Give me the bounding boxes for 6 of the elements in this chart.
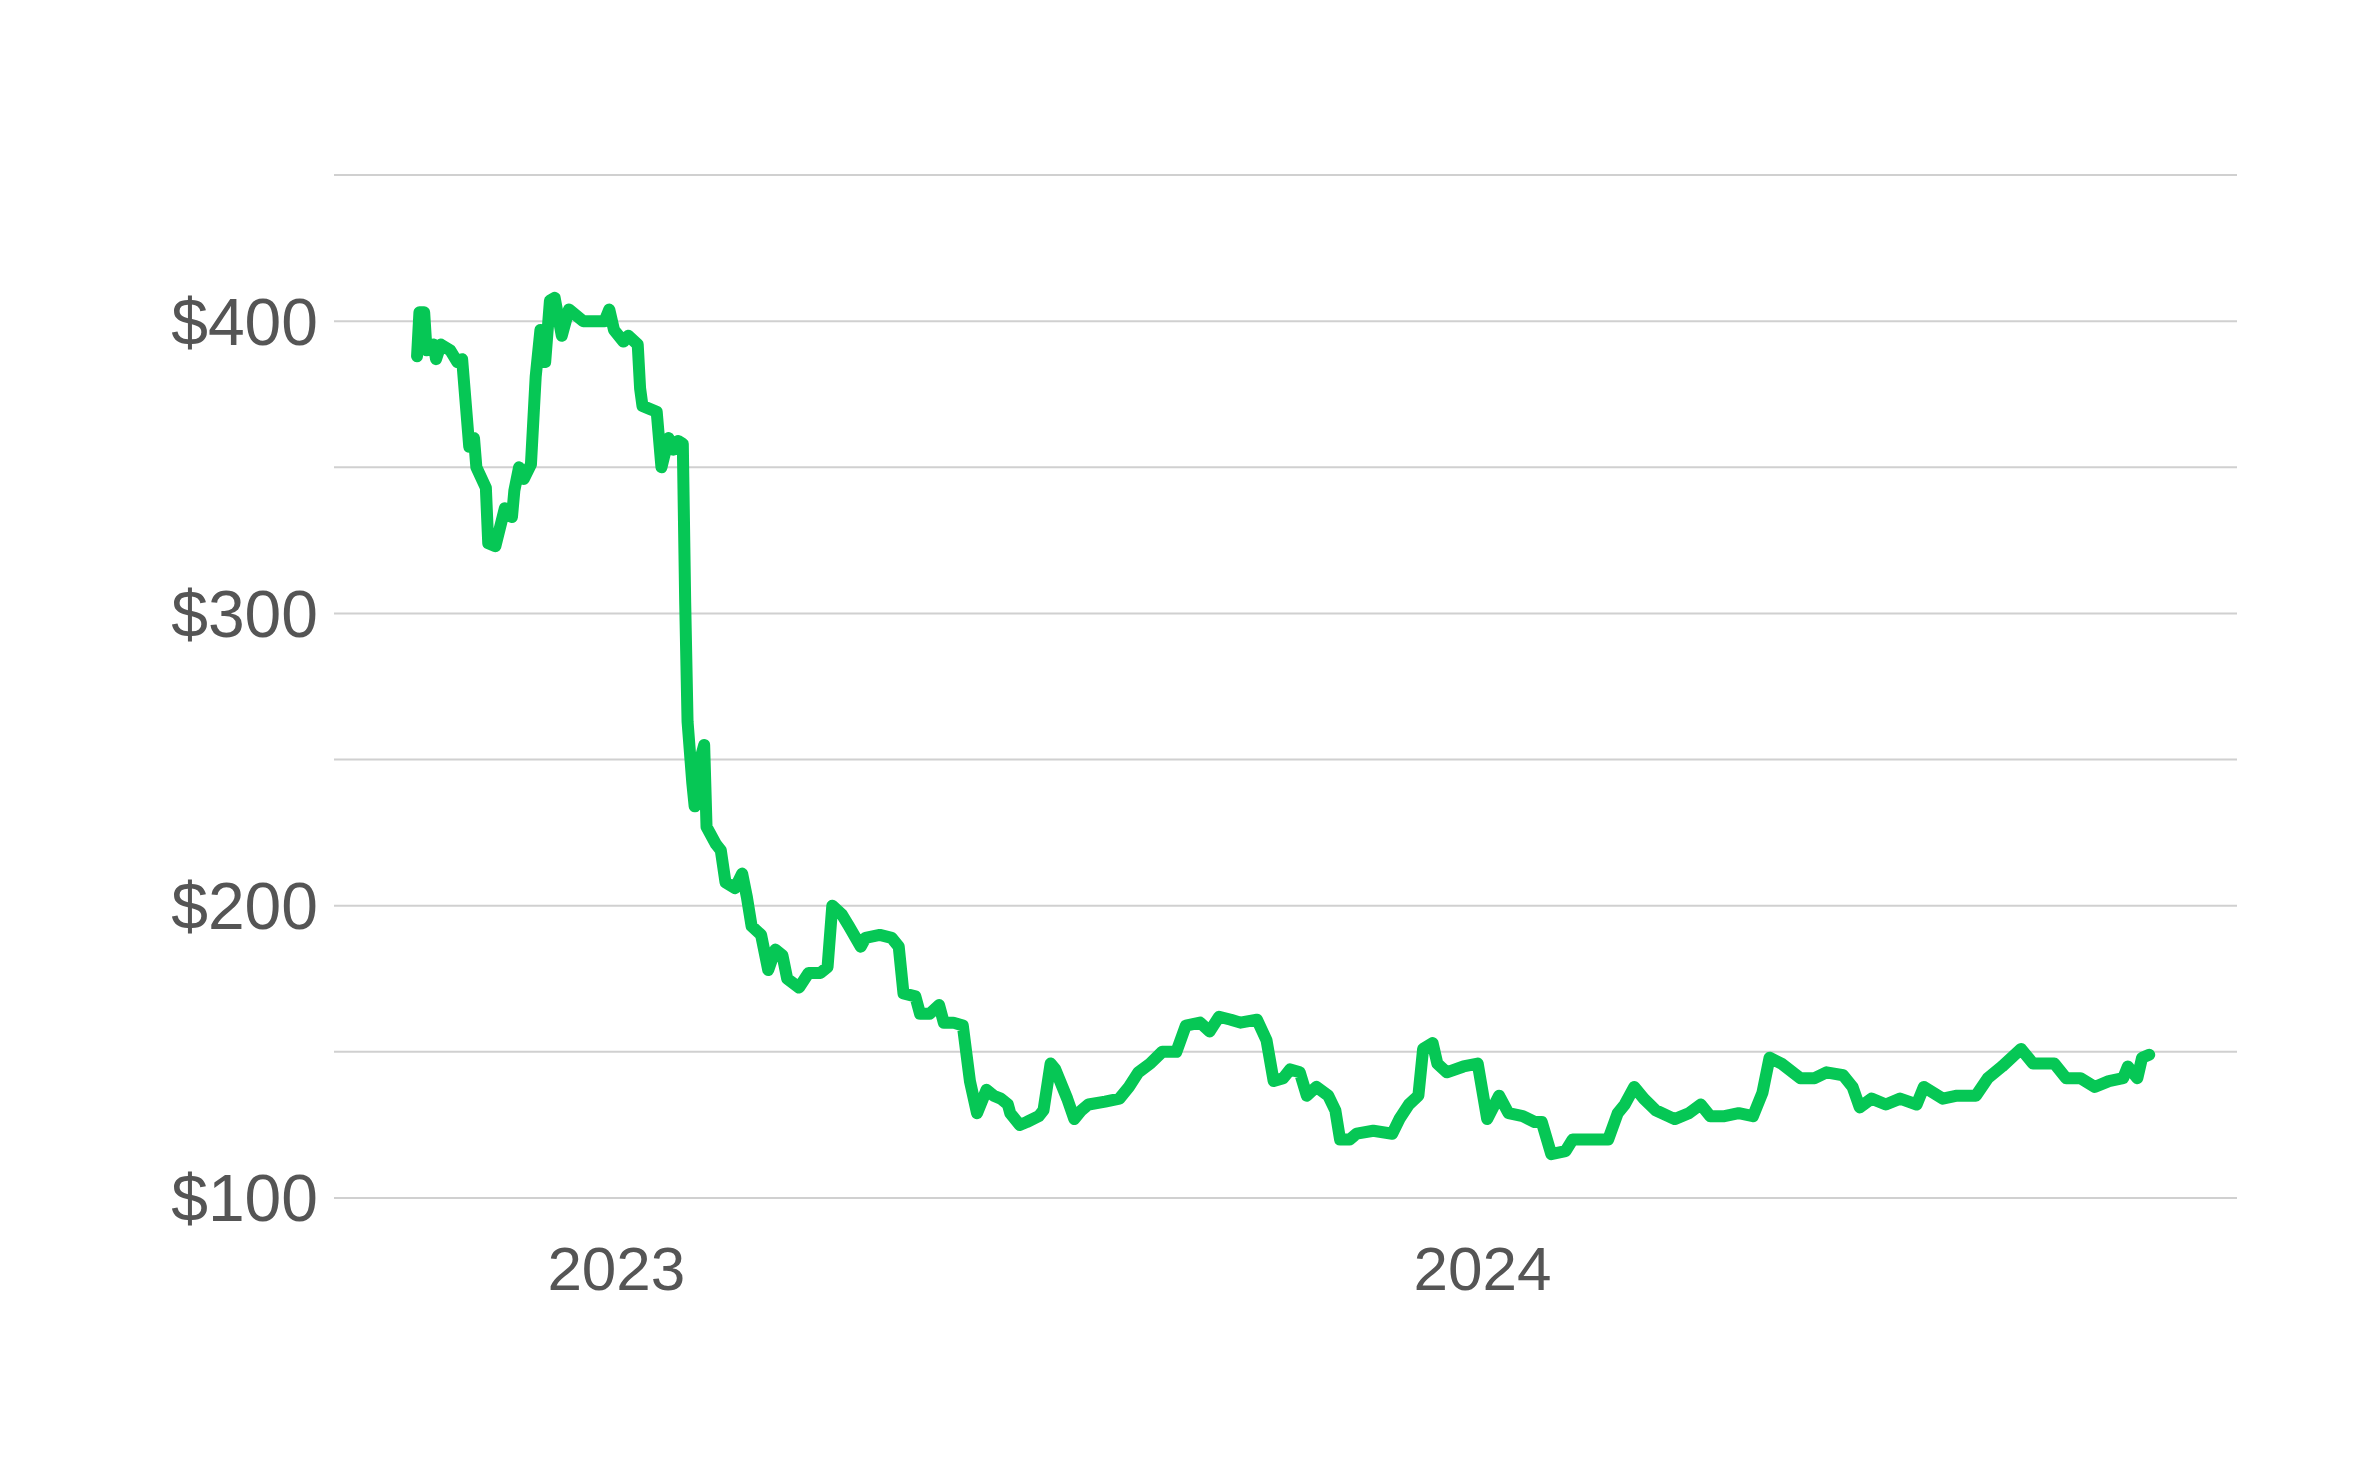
- y-tick-label: $200: [171, 869, 318, 944]
- y-tick-label: $300: [171, 576, 318, 651]
- y-tick-label: $400: [171, 284, 318, 359]
- y-tick-label: $100: [171, 1161, 318, 1236]
- x-tick-label: 2023: [547, 1234, 686, 1304]
- x-tick-label: 2024: [1413, 1234, 1552, 1304]
